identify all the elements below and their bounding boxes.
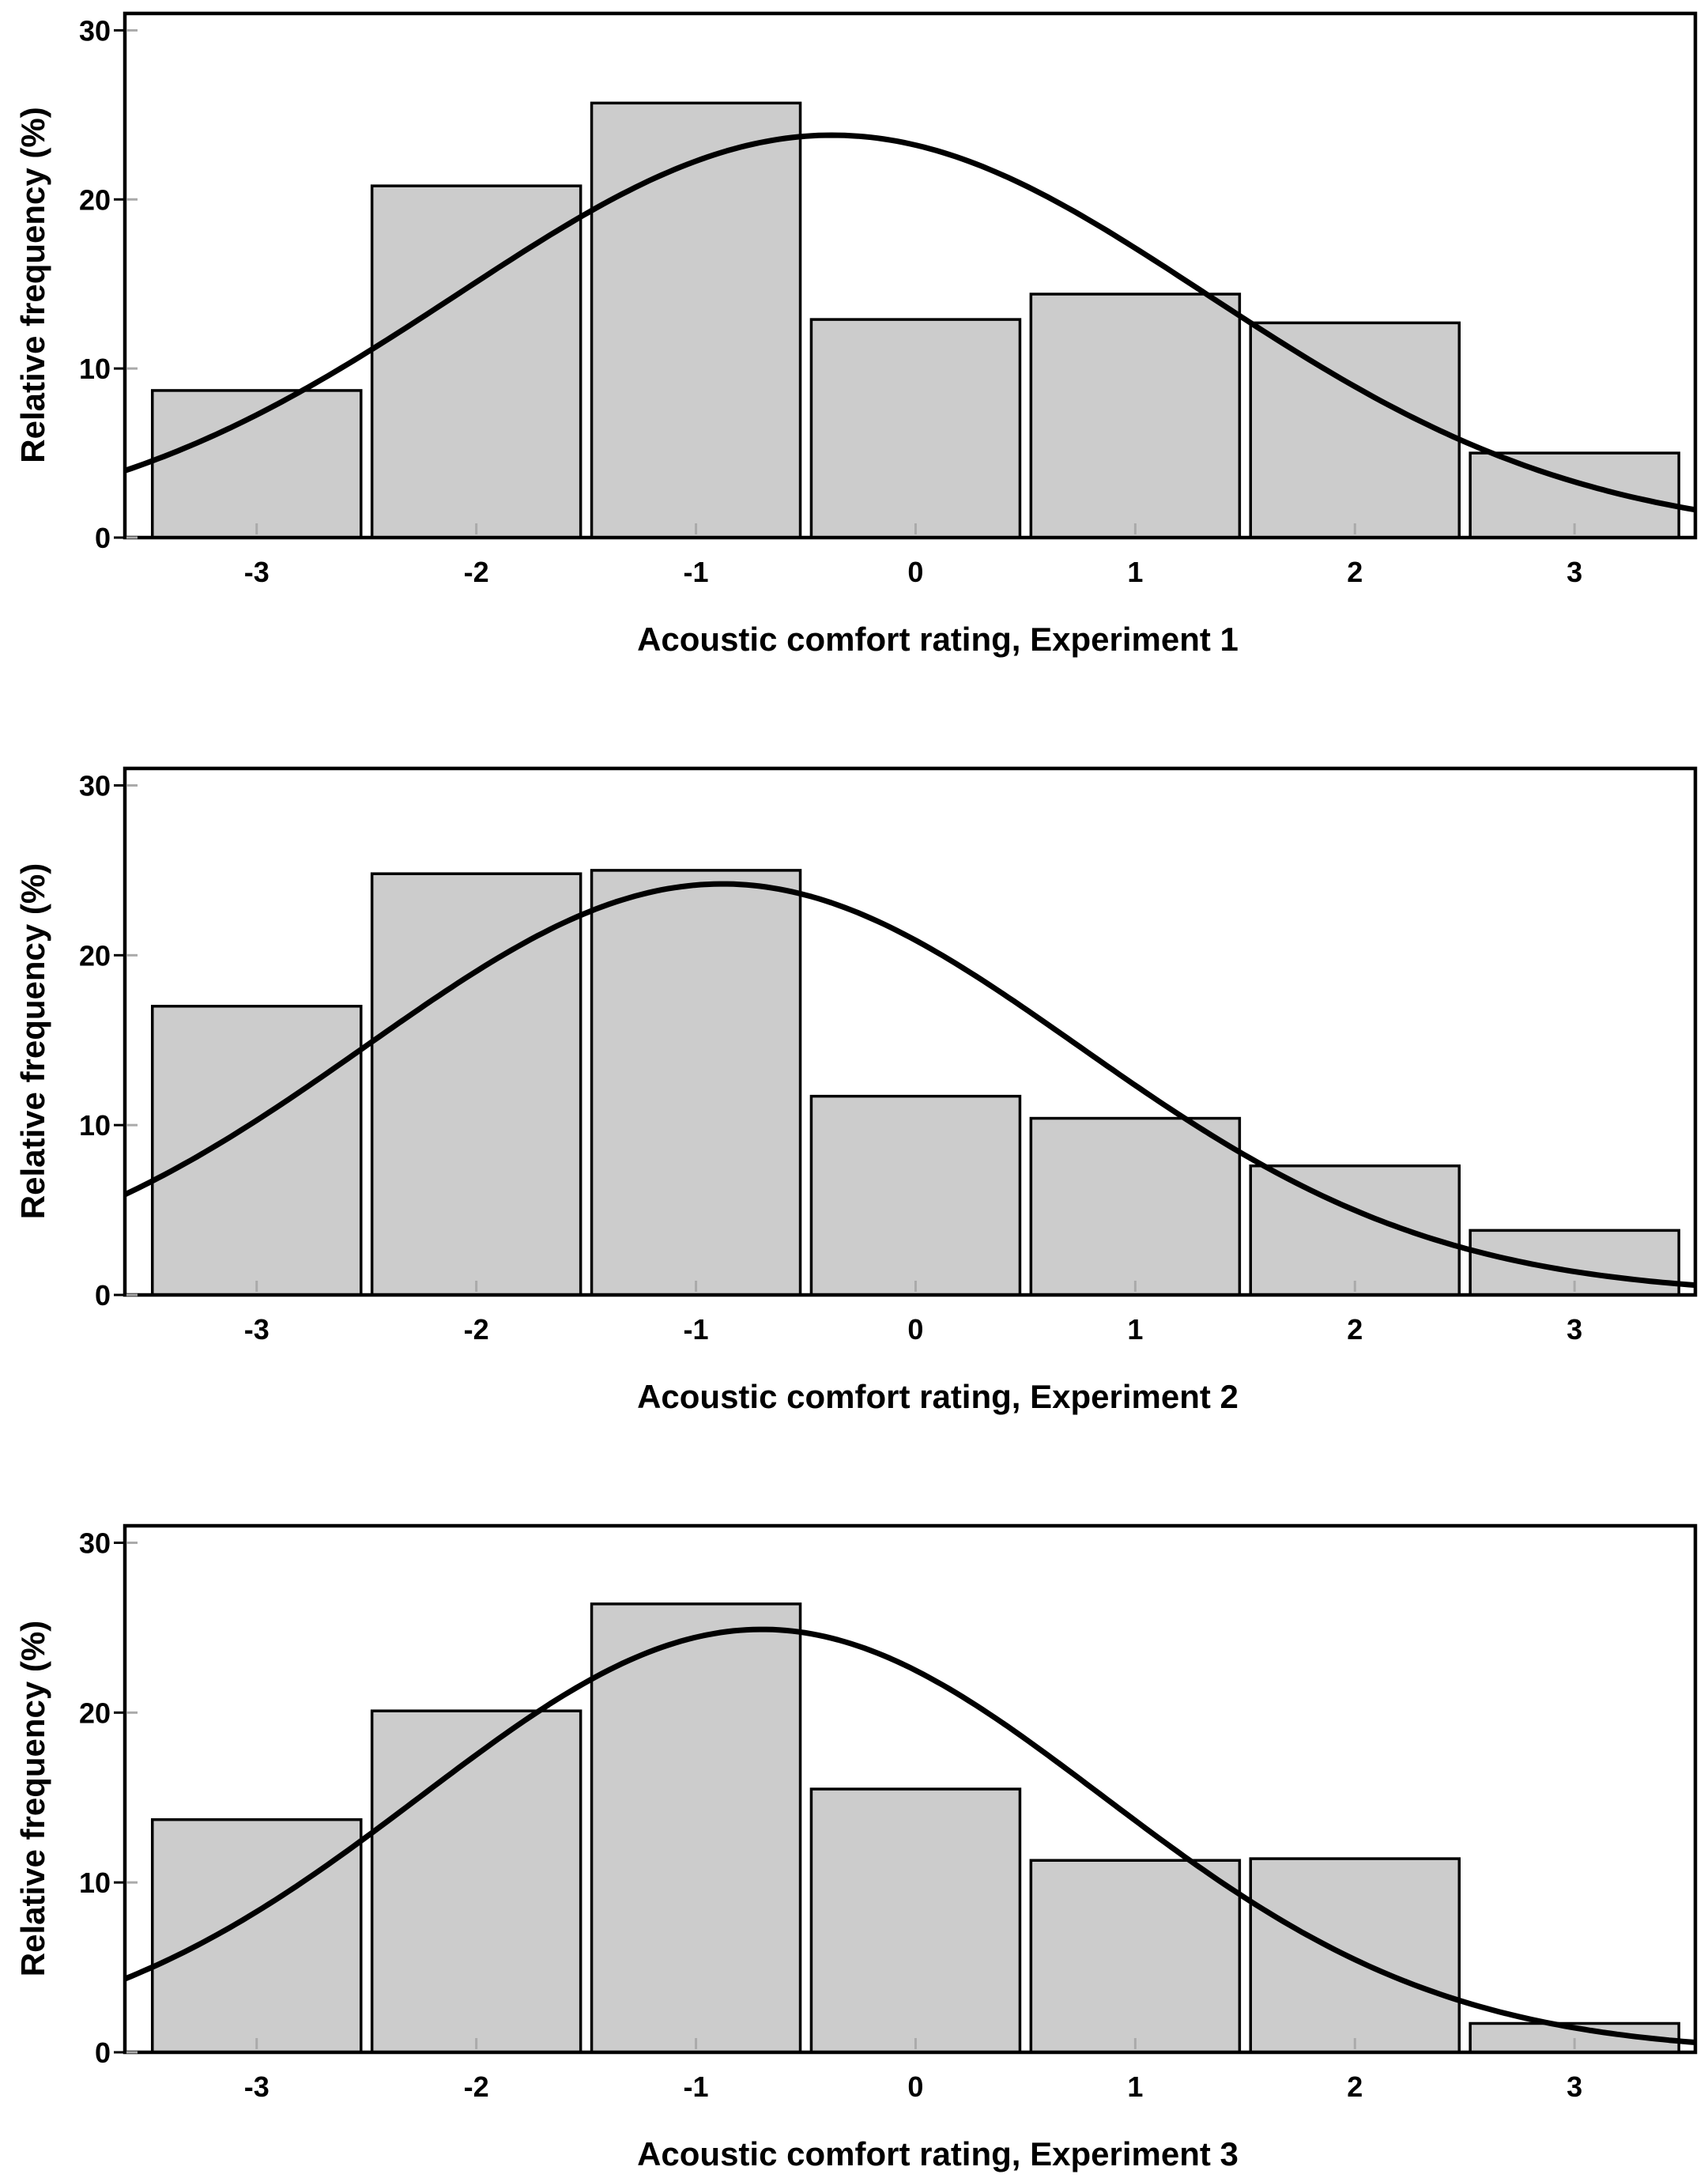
x-tick-label: -1 xyxy=(684,2070,709,2103)
x-tick-label: 0 xyxy=(907,2070,923,2103)
bar--1 xyxy=(590,1602,802,2054)
y-tick-label: 30 xyxy=(79,769,111,802)
x-axis-title: Acoustic comfort rating, Experiment 3 xyxy=(637,2135,1239,2172)
y-tick-label: 10 xyxy=(79,353,111,385)
y-tick-label: 20 xyxy=(79,939,111,972)
bar--3 xyxy=(150,1818,363,2054)
bar-1 xyxy=(1029,1859,1242,2054)
y-axis-title: Relative frequency (%) xyxy=(14,107,51,462)
x-tick-label: 1 xyxy=(1127,1313,1143,1346)
y-tick-label: 30 xyxy=(79,1527,111,1559)
x-tick-label: 2 xyxy=(1347,2070,1363,2103)
x-tick-label: 1 xyxy=(1127,556,1143,588)
x-axis-title: Acoustic comfort rating, Experiment 1 xyxy=(637,621,1239,658)
bar-0 xyxy=(809,1787,1022,2054)
x-tick-label: 3 xyxy=(1567,2070,1582,2103)
y-tick-label: 30 xyxy=(79,14,111,47)
y-axis-title: Relative frequency (%) xyxy=(14,1621,51,1976)
x-tick-label: 2 xyxy=(1347,1313,1363,1346)
plot-frame xyxy=(123,1523,1698,2055)
bar--2 xyxy=(370,184,583,539)
bar-1 xyxy=(1029,1116,1242,1297)
plot-frame xyxy=(123,11,1698,540)
x-tick-label: -2 xyxy=(464,2070,489,2103)
bar-2 xyxy=(1249,1164,1461,1297)
x-tick-label: -2 xyxy=(464,556,489,588)
x-tick-label: 2 xyxy=(1347,556,1363,588)
y-tick-label: 0 xyxy=(95,2036,111,2069)
x-tick-label: -3 xyxy=(244,556,270,588)
bar-2 xyxy=(1249,1857,1461,2054)
y-tick-label: 10 xyxy=(79,1109,111,1142)
x-tick-label: -1 xyxy=(684,1313,709,1346)
bar--2 xyxy=(370,872,583,1297)
x-axis-title: Acoustic comfort rating, Experiment 2 xyxy=(637,1378,1239,1415)
y-tick-label: 0 xyxy=(95,1279,111,1312)
x-tick-label: 3 xyxy=(1567,556,1582,588)
x-tick-label: 0 xyxy=(907,556,923,588)
x-tick-label: 0 xyxy=(907,1313,923,1346)
x-tick-label: -2 xyxy=(464,1313,489,1346)
x-tick-label: -1 xyxy=(684,556,709,588)
y-tick-label: 20 xyxy=(79,183,111,216)
x-tick-label: -3 xyxy=(244,2070,270,2103)
bar-1 xyxy=(1029,293,1242,539)
normal-curve xyxy=(123,132,1696,513)
x-tick-label: -3 xyxy=(244,1313,270,1346)
x-tick-label: 3 xyxy=(1567,1313,1582,1346)
bar-2 xyxy=(1249,321,1461,539)
y-tick-label: 10 xyxy=(79,1867,111,1899)
normal-curve xyxy=(123,1626,1696,2045)
normal-curve xyxy=(123,881,1696,1289)
bar-0 xyxy=(809,1094,1022,1297)
bar--2 xyxy=(370,1709,583,2054)
y-tick-label: 0 xyxy=(95,522,111,554)
bar--1 xyxy=(590,869,802,1297)
x-tick-label: 1 xyxy=(1127,2070,1143,2103)
bar--3 xyxy=(150,1005,363,1297)
y-tick-label: 20 xyxy=(79,1697,111,1729)
bar--1 xyxy=(590,101,802,539)
y-axis-title: Relative frequency (%) xyxy=(14,863,51,1219)
bar-0 xyxy=(809,318,1022,539)
plot-frame xyxy=(123,766,1698,1297)
